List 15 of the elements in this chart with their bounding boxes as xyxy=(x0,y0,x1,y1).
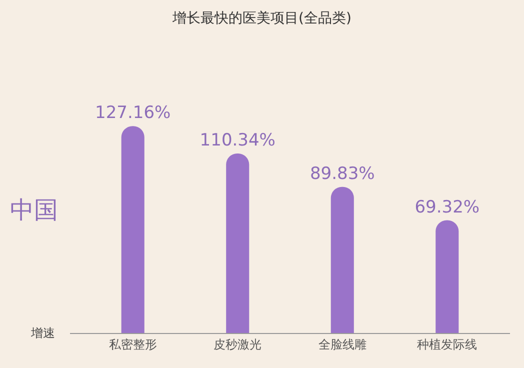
data-label: 127.16% xyxy=(95,103,171,124)
data-label: 89.83% xyxy=(310,164,375,184)
x-tick-label: 皮秒激光 xyxy=(214,337,262,352)
bar xyxy=(226,154,250,333)
bar xyxy=(121,126,144,333)
x-tick-label: 私密整形 xyxy=(108,337,157,352)
x-tick-label: 全脸线雕 xyxy=(318,337,366,352)
data-label: 110.34% xyxy=(200,130,276,151)
y-axis-title: 增速 xyxy=(30,326,55,340)
x-tick-label: 种植发际线 xyxy=(417,337,478,352)
bar xyxy=(330,186,354,333)
text: 中国 xyxy=(10,196,58,224)
chart-title: 增长最快的医美项目(全品类) xyxy=(172,10,352,27)
data-label: 69.32% xyxy=(414,197,480,218)
bar xyxy=(436,220,459,333)
